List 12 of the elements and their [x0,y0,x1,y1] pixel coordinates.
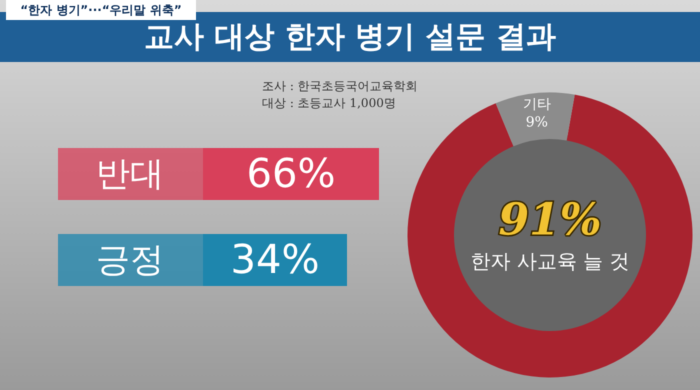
category-label: 긍정 [96,240,164,280]
category-label: 반대 [96,154,164,194]
text: 교사 대상 한자 병기 설문 결과 [144,20,556,54]
data-label: 66% [246,151,336,197]
text: “한자 병기”···“우리말 위축” [20,3,182,17]
text: 대상 : 초등교사 1,000명 [262,96,396,110]
data-label: 91% [498,194,602,246]
text: 조사 : 한국초등국어교육학회 [262,79,418,93]
data-label: 34% [230,237,320,283]
slice-label: 한자 사교육 늘 것 [470,249,630,273]
data-label: 9% [526,114,548,130]
slice-label: 기타 [522,96,551,112]
